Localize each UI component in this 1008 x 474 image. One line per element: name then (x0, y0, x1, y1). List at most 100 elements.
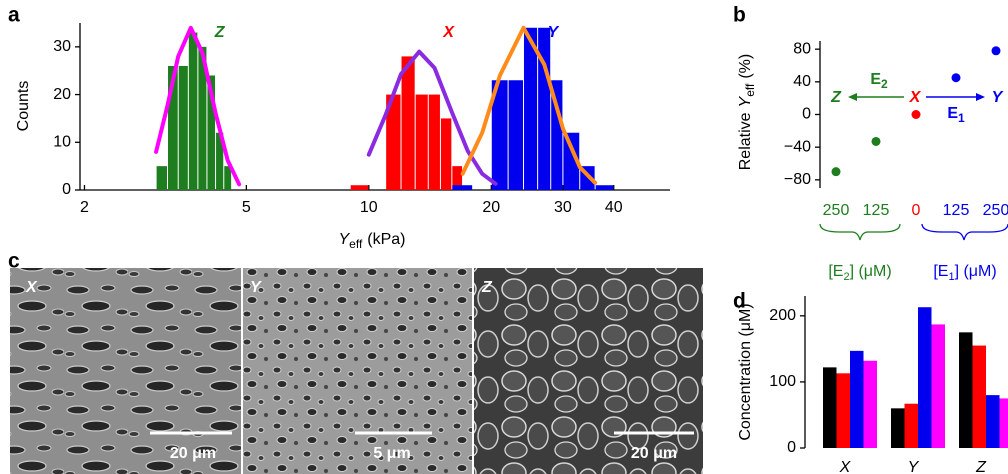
panel-label: c (8, 250, 20, 273)
histogram-bar (156, 166, 168, 190)
x-tick-label: 250 (983, 202, 1008, 219)
histogram-bar (538, 27, 551, 191)
y-axis-title: Concentration (μM) (737, 303, 754, 440)
bar (863, 360, 877, 448)
arrowhead (976, 93, 985, 101)
y-tick-label: 80 (793, 40, 811, 57)
annotation: E1 (947, 105, 965, 125)
arrowhead (848, 93, 857, 101)
histogram-bar (350, 185, 369, 190)
brace (921, 223, 1008, 241)
group-label: [E1] (μM) (933, 263, 996, 283)
y-tick-label: 20 (53, 86, 71, 103)
annotation-text: E (870, 71, 881, 88)
fit-curve (460, 25, 598, 185)
panel-label: d (733, 290, 746, 313)
image (474, 268, 703, 474)
micrograph: Z 20 μm (474, 268, 703, 474)
histogram-bar (452, 185, 473, 190)
image-label: Z (481, 279, 493, 296)
point (951, 73, 961, 83)
annotation: X (909, 89, 922, 106)
group-close: ] (μM) (955, 263, 997, 280)
bar (999, 398, 1008, 448)
bar (891, 408, 905, 448)
group-open: [E (828, 263, 843, 280)
group-open: [E (933, 263, 948, 280)
x-tick-label: X (839, 459, 852, 474)
group-subscript: 1 (948, 271, 954, 283)
y-tick-label: 200 (769, 307, 796, 324)
histogram-bar (216, 132, 224, 190)
y-axis-title: Relative Yeff (%) (737, 54, 757, 171)
bar (959, 332, 973, 448)
fit-curve (366, 49, 498, 186)
annotation: Y (547, 24, 559, 41)
bar (850, 350, 864, 448)
x-tick-label: 20 (482, 199, 500, 216)
scale-bar-label: 20 μm (170, 445, 216, 462)
bar (931, 324, 945, 448)
x-tick-label: 2 (80, 199, 89, 216)
histogram-bar (551, 80, 563, 190)
annotation: X (442, 24, 455, 41)
annotation: Z (830, 89, 842, 106)
bar (972, 345, 986, 448)
annotation-subscript: 2 (881, 77, 888, 91)
micrograph: X 20 μm (10, 268, 241, 474)
group-close: ] (μM) (850, 263, 892, 280)
histogram-bar (508, 80, 523, 190)
bar (904, 403, 918, 448)
micrograph: Y 5 μm (243, 268, 472, 474)
y-tick-label: 30 (53, 38, 71, 55)
brace (819, 223, 901, 241)
y-tick-label: 40 (793, 73, 811, 90)
y-tick-label: 0 (802, 106, 811, 123)
image (10, 268, 241, 474)
x-tick-label: 30 (554, 199, 572, 216)
histogram-bar (428, 94, 440, 190)
annotation-text: Z (830, 89, 842, 106)
scale-bar-label: 5 μm (373, 445, 410, 462)
histogram-bar (452, 166, 463, 190)
bar (918, 307, 932, 448)
x-tick-label: 0 (912, 202, 921, 219)
subscript: eff (743, 83, 757, 97)
annotation: Z (214, 24, 226, 41)
annotation-text: Y (992, 89, 1004, 106)
symbol: Y (338, 231, 350, 248)
unit: (kPa) (367, 231, 405, 248)
histogram-bar (401, 56, 415, 191)
annotation: E2 (870, 71, 888, 91)
histogram-bar (440, 118, 452, 190)
y-tick-label: −80 (784, 171, 811, 188)
histogram-bar (386, 94, 401, 190)
image-label: X (25, 279, 38, 296)
point (911, 110, 921, 119)
x-tick-label: 5 (242, 199, 251, 216)
annotation: Y (992, 89, 1004, 106)
point (991, 46, 1001, 56)
histogram-bar (563, 132, 580, 190)
histogram-bar (198, 46, 207, 190)
histogram-bar (523, 27, 538, 191)
histogram-bar (415, 94, 428, 190)
y-tick-label: 0 (62, 181, 71, 198)
histogram-bar (178, 65, 188, 190)
y-tick-label: −40 (784, 138, 811, 155)
annotation-text: E (947, 105, 958, 122)
group-label: [E2] (μM) (828, 263, 891, 283)
y-tick-label: 100 (769, 373, 796, 390)
group-subscript: 2 (843, 271, 849, 283)
bar (836, 373, 850, 448)
point (871, 136, 881, 146)
x-tick-label: 40 (605, 199, 623, 216)
unit: (%) (737, 54, 754, 79)
image-label: Y (250, 279, 262, 296)
histogram-bar (595, 185, 614, 190)
y-tick-label: 0 (787, 439, 796, 456)
fit-curve (154, 25, 242, 187)
x-tick-label: 250 (823, 202, 850, 219)
x-tick-label: Z (975, 459, 987, 474)
